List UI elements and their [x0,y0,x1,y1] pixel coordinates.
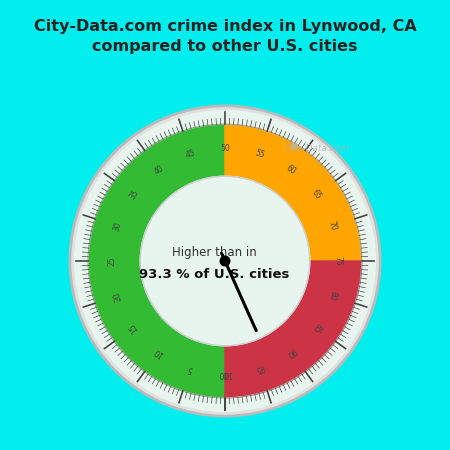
Text: 55: 55 [254,148,266,160]
Text: 30: 30 [112,220,124,232]
Circle shape [220,256,230,266]
Text: 15: 15 [127,321,140,334]
Text: 75: 75 [333,256,342,266]
Text: 85: 85 [310,321,323,334]
Text: 5: 5 [186,363,194,373]
Text: 20: 20 [112,290,124,302]
Circle shape [69,105,381,417]
Circle shape [72,108,378,414]
Text: City-Data.com crime index in Lynwood, CA
compared to other U.S. cities: City-Data.com crime index in Lynwood, CA… [34,19,416,54]
Text: City-Data.com: City-Data.com [286,144,350,153]
Text: 50: 50 [220,144,230,153]
Text: 10: 10 [152,346,165,359]
Text: Higher than in: Higher than in [172,246,256,259]
Text: 80: 80 [326,290,338,302]
Text: 40: 40 [152,163,165,176]
Text: 65: 65 [310,188,323,201]
Circle shape [140,176,310,346]
Text: 93.3 % of U.S. cities: 93.3 % of U.S. cities [139,268,289,281]
Wedge shape [225,261,362,398]
Text: 45: 45 [184,148,196,160]
Wedge shape [88,124,225,398]
Text: 35: 35 [127,188,140,201]
Wedge shape [225,124,362,261]
Circle shape [75,111,375,411]
Text: 95: 95 [254,362,266,374]
Text: 70: 70 [326,220,338,232]
Text: ●: ● [289,141,297,151]
Text: 90: 90 [285,346,298,359]
Text: 0: 0 [223,369,227,378]
Text: 25: 25 [108,256,117,266]
Text: 100: 100 [218,369,232,378]
Text: 60: 60 [285,163,298,176]
